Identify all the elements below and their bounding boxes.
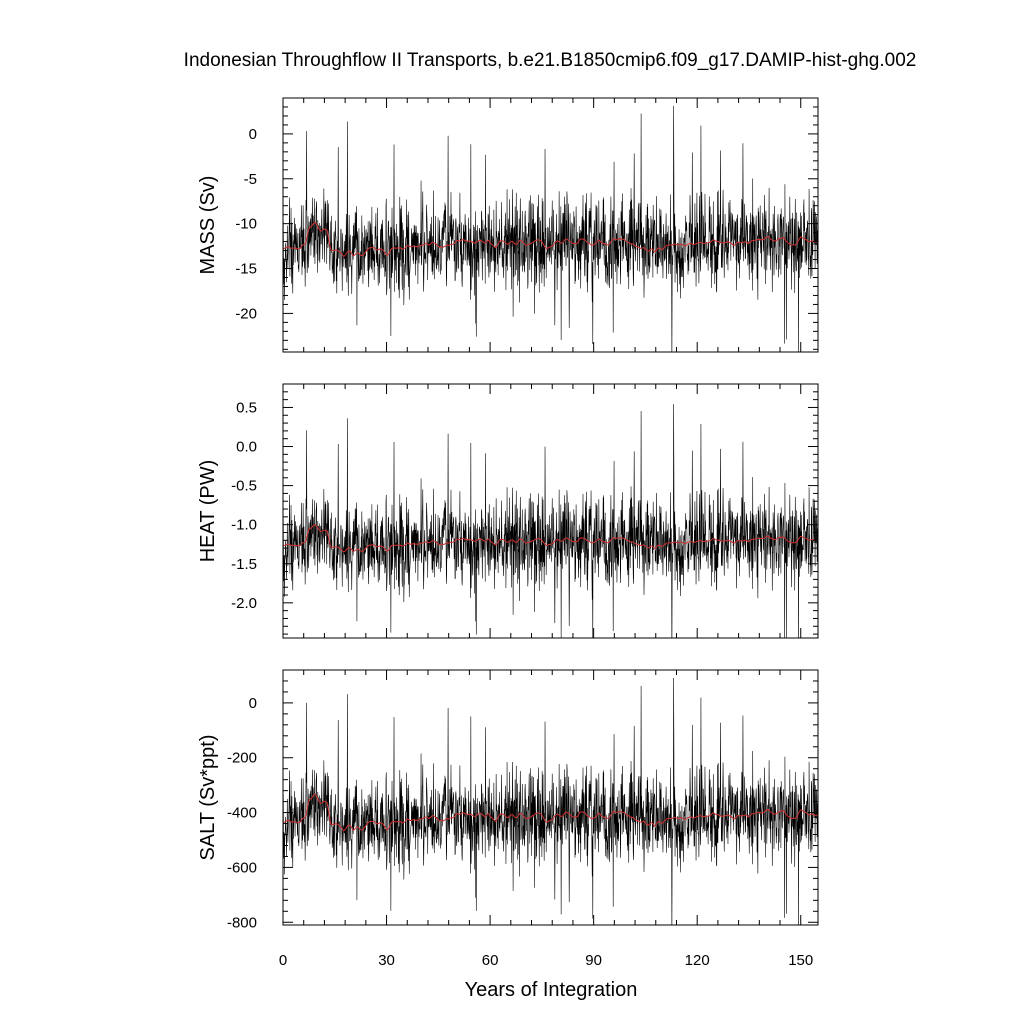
y-tick-label: -15 (235, 261, 257, 278)
y-tick-label: -2.0 (231, 595, 257, 612)
y-tick-label: -800 (227, 914, 257, 931)
plot-frame (282, 97, 819, 353)
y-tick-label: -0.5 (231, 478, 257, 495)
plot-frame (282, 669, 819, 926)
y-tick-label: -20 (235, 305, 257, 322)
x-tick-label: 120 (685, 952, 710, 969)
x-tick-label: 90 (585, 952, 602, 969)
y-tick-label: -5 (244, 171, 257, 188)
chart-title: Indonesian Throughflow II Transports, b.… (184, 50, 917, 71)
panel-3: 0 -200 -400 -600 -800 SALT (Sv*ppt) 0 30 60 90 120… (197, 669, 819, 969)
x-tick-label: 0 (279, 952, 287, 969)
series-smoothed-line (283, 222, 818, 257)
y-axis-title: MASS (Sv) (197, 176, 219, 275)
panels: 0 -5 -10 -15 -20 MASS (Sv) 0.5 0.0 -0.5 -1.0 -1.5 -… (197, 97, 819, 969)
y-tick-label: -10 (235, 216, 257, 233)
plot-frame (282, 383, 819, 639)
series-monthly-line (283, 404, 818, 638)
y-tick-label: -1.0 (231, 517, 257, 534)
x-tick-label: 150 (788, 952, 813, 969)
y-tick-label: 0.0 (236, 439, 257, 456)
panel-2: 0.5 0.0 -0.5 -1.0 -1.5 -2.0 HEAT (PW) (197, 383, 819, 639)
y-axis-title: SALT (Sv*ppt) (197, 735, 219, 861)
x-tick-label: 30 (378, 952, 395, 969)
y-axis-title: HEAT (PW) (197, 460, 219, 563)
series-monthly-line (283, 677, 818, 925)
x-tick-label: 60 (482, 952, 499, 969)
series-smoothed-line (283, 524, 818, 553)
y-tick-label: -1.5 (231, 556, 257, 573)
y-tick-label: 0.5 (236, 399, 257, 416)
y-tick-label: -600 (227, 859, 257, 876)
series-monthly-line (283, 105, 818, 352)
y-tick-label: 0 (249, 126, 257, 143)
y-tick-label: -400 (227, 805, 257, 822)
panel-1: 0 -5 -10 -15 -20 MASS (Sv) (197, 97, 819, 353)
x-axis-title: Years of Integration (465, 979, 638, 1001)
y-tick-label: -200 (227, 750, 257, 767)
series-smoothed-line (283, 793, 818, 832)
y-tick-label: 0 (249, 695, 257, 712)
